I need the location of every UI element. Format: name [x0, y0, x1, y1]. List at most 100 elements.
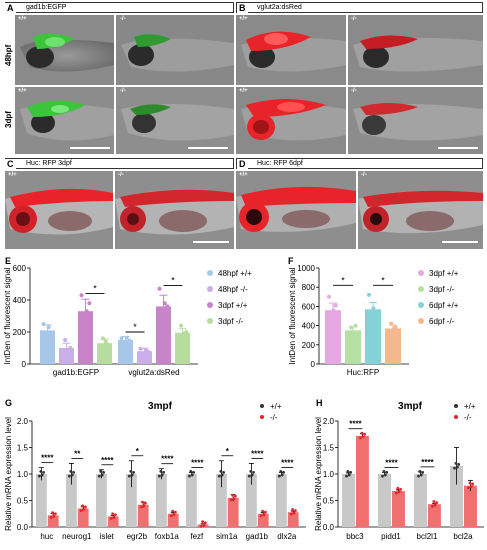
chart-e-point: [103, 339, 108, 344]
chart-g-y-label: Relative mRNA expression level: [4, 417, 13, 531]
genotype-c-ko: -/-: [118, 172, 124, 178]
panel-a-title: gad1b:EGFP: [26, 4, 67, 11]
chart-g-point: [102, 471, 105, 474]
chart-g-point: [171, 509, 175, 513]
chart-g-point: [68, 474, 71, 478]
chart-h-y-tick-label: 2.0: [323, 417, 335, 426]
chart-h-point: [469, 485, 473, 489]
chart-g-x-tick-label: gad1b: [246, 532, 269, 541]
panel-letter-a-box: A: [5, 3, 16, 13]
chart-f-bar: [385, 328, 401, 364]
chart-f-legend-marker: [418, 286, 424, 292]
chart-h-point: [453, 466, 456, 470]
chart-g-point: [81, 504, 84, 508]
chart-f-point: [329, 317, 334, 322]
chart-h-point: [421, 471, 425, 474]
chart-g-point: [294, 509, 297, 512]
chart-h-y-tick-label: 0.0: [323, 523, 335, 532]
chart-g-bar: [66, 474, 77, 527]
chart-e-bar: [137, 351, 152, 364]
image-c-ko: [115, 171, 234, 249]
chart-e-point: [165, 304, 170, 309]
chart-g-point: [169, 514, 173, 518]
chart-g-point: [262, 513, 266, 517]
chart-h-point: [418, 469, 422, 473]
image-b-3dpf-ko: [348, 87, 483, 154]
chart-g-point: [141, 500, 145, 504]
chart-e-point: [98, 346, 103, 350]
chart-e-point: [68, 346, 73, 350]
chart-e-legend-label: 3dpf +/+: [218, 301, 248, 310]
chart-e-point: [63, 338, 68, 342]
chart-e-bar: [156, 306, 171, 364]
chart-g-point: [54, 512, 57, 516]
chart-e-point: [49, 331, 54, 336]
chart-g-point: [280, 473, 284, 477]
chart-e-point: [138, 346, 143, 351]
chart-g-point: [250, 473, 254, 477]
chart-g-bar: [137, 504, 149, 527]
chart-h-point: [345, 474, 348, 478]
chart-g-significance-label: ****: [251, 449, 264, 458]
chart-g-point: [100, 473, 104, 477]
chart-g-significance-label: **: [74, 449, 81, 458]
chart-g-point: [291, 508, 294, 511]
genotype-a1-wt: +/+: [18, 16, 27, 22]
chart-f-y-tick-label: 800: [302, 283, 316, 292]
genotype-d-wt: +/+: [239, 172, 248, 178]
chart-h-x-tick-label: bcl2l1: [417, 532, 438, 541]
panel-letter-c: C: [5, 159, 16, 169]
chart-g-point: [132, 471, 136, 474]
chart-g-point: [190, 473, 194, 477]
chart-h-bar: [427, 504, 441, 527]
chart-h-x-tick-label: pidd1: [381, 532, 401, 541]
chart-g-point: [111, 512, 114, 516]
chart-g-bar: [126, 474, 137, 527]
chart-h-legend-label: +/+: [464, 402, 476, 411]
chart-f-point: [335, 315, 340, 320]
chart-g-point: [204, 521, 207, 525]
chart-h-point: [431, 504, 434, 508]
chart-h-point: [397, 490, 401, 494]
chart-g-point: [98, 474, 101, 478]
chart-g-point: [282, 471, 285, 474]
chart-g-point: [219, 469, 223, 473]
chart-f-legend-label: 6dpf -/-: [429, 317, 455, 326]
chart-g-point: [112, 516, 116, 519]
chart-e-legend-marker: [207, 286, 213, 292]
chart-h-point: [432, 500, 436, 503]
chart-g-significance-label: ****: [281, 458, 294, 467]
image-b-3dpf-wt: [236, 87, 346, 154]
chart-f-point: [367, 292, 371, 297]
chart-f-point: [373, 314, 378, 318]
chart-h-point: [454, 462, 458, 465]
chart-f-y-tick-label: 200: [302, 341, 316, 350]
chart-g-point: [249, 469, 253, 473]
chart-h-point: [457, 463, 461, 466]
panel-letter-h: H: [316, 398, 323, 408]
chart-f-legend-marker: [418, 318, 424, 324]
panel-letter-f: F: [288, 256, 294, 266]
panel-b-header: vglut2a:dsRed: [236, 2, 483, 13]
panel-a-header: gad1b:EGFP: [5, 2, 234, 13]
chart-e-point: [79, 293, 84, 298]
chart-h-significance-label: ****: [349, 420, 362, 429]
chart-g-significance-label: *: [226, 447, 230, 456]
chart-g-point: [162, 471, 166, 474]
chart-g-point: [220, 473, 224, 477]
chart-f-point: [349, 325, 354, 330]
chart-f-legend-label: 6dpf +/+: [429, 301, 459, 310]
chart-f-point: [351, 330, 356, 335]
chart-g-bar: [96, 474, 107, 527]
chart-g-bar: [107, 516, 119, 527]
panel-letter-b: B: [237, 3, 248, 13]
chart-f-x-tick-label: Huc:RFP: [347, 368, 379, 377]
chart-e-x-tick-label: vglut2a:dsRed: [128, 368, 179, 377]
chart-f-point: [331, 308, 336, 313]
chart-g-y-tick-label: 1.0: [17, 470, 29, 479]
chart-e-point: [127, 338, 132, 343]
chart-e-point: [41, 322, 46, 326]
chart-g: 0.0 0.5 1.0 1.5 2.0 Relative mRNA expression …: [4, 401, 306, 541]
genotype-c-wt: +/+: [8, 172, 17, 178]
chart-f-legend-label: 3dpf -/-: [429, 285, 455, 294]
